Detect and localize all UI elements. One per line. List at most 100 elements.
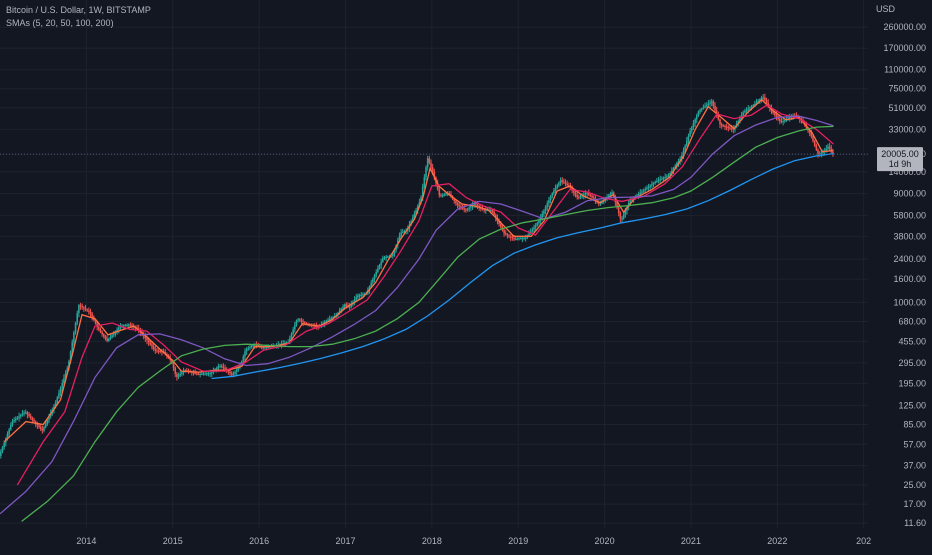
year-tick-label: 2019	[508, 536, 528, 546]
candle-up	[358, 295, 361, 297]
candle-up	[421, 187, 424, 198]
candle-up	[360, 294, 363, 296]
candle-up	[18, 416, 20, 418]
candle-up	[425, 167, 427, 178]
candle-up	[69, 351, 72, 362]
candle-up	[215, 367, 218, 370]
candle-down	[156, 350, 158, 352]
candle-up	[755, 102, 758, 105]
candle-down	[779, 119, 781, 122]
candle-down	[715, 110, 718, 116]
candle-down	[436, 183, 439, 190]
candle-up	[383, 256, 386, 259]
candle-down	[149, 342, 152, 345]
candle-down	[506, 234, 509, 236]
candle-down	[576, 195, 578, 198]
year-tick-label: 2017	[335, 536, 355, 546]
candle-down	[227, 370, 230, 372]
candle-down	[563, 181, 565, 183]
price-tick-label: 2400.00	[893, 254, 926, 264]
candle-down	[574, 192, 577, 196]
sma-line-2[interactable]	[16, 104, 834, 486]
candle-up	[762, 97, 764, 99]
candle-up	[398, 236, 401, 241]
candle-down	[589, 194, 592, 197]
candle-up	[536, 222, 539, 226]
candle-up	[78, 305, 80, 314]
sma-line-4[interactable]	[21, 125, 834, 522]
candle-down	[229, 371, 231, 374]
candle-up	[44, 423, 47, 428]
candle-up	[126, 324, 128, 326]
candle-up	[485, 209, 487, 211]
candle-up	[694, 119, 696, 124]
sma-line-3[interactable]	[0, 115, 834, 515]
candle-down	[450, 193, 452, 197]
candle-up	[1, 447, 4, 452]
price-tick-label: 455.00	[898, 336, 926, 346]
candle-down	[513, 238, 515, 240]
candle-down	[561, 180, 564, 182]
price-tick-label: 57.00	[903, 439, 926, 449]
candle-up	[19, 415, 22, 417]
candle-up	[744, 110, 746, 113]
indicator-label[interactable]: SMAs (5, 20, 50, 100, 200)	[6, 18, 114, 28]
price-axis-bg	[868, 0, 932, 550]
candle-up	[21, 413, 24, 416]
candle-up	[423, 177, 426, 188]
sma-line-5[interactable]	[211, 152, 834, 380]
candle-up	[514, 238, 517, 240]
sma-line-1[interactable]	[3, 98, 834, 443]
candle-up	[111, 335, 113, 338]
year-tick-label: 2020	[595, 536, 615, 546]
candle-down	[478, 205, 480, 208]
candle-up	[521, 238, 524, 240]
candle-up	[523, 237, 525, 239]
candle-down	[103, 334, 105, 337]
candle-up	[586, 193, 588, 195]
candle-down	[257, 345, 260, 347]
candle-up	[353, 299, 356, 303]
candle-up	[74, 322, 77, 333]
candle-up	[664, 177, 667, 179]
price-axis[interactable]: USD 11.60 17.00 25.00 37.00 57.00 85.00 125.00 1…	[868, 0, 932, 550]
candle-down	[83, 307, 85, 309]
candle-up	[441, 195, 444, 197]
candle-up	[528, 233, 530, 236]
candle-up	[639, 192, 642, 194]
candle-up	[760, 97, 763, 100]
candle-up	[6, 433, 9, 439]
candle-up	[11, 421, 14, 426]
candle-up	[646, 187, 648, 190]
candle-up	[204, 373, 206, 375]
year-tick-label: 2016	[249, 536, 269, 546]
candle-up	[749, 107, 751, 109]
symbol-title[interactable]: Bitcoin / U.S. Dollar, 1W, BITSTAMP	[6, 5, 151, 15]
candle-down	[775, 115, 778, 118]
candle-up	[674, 165, 676, 169]
time-axis[interactable]: 2014 2015 2016 2017 2018 2019 2020 2021 2022 202	[0, 528, 871, 550]
candle-up	[372, 279, 374, 283]
candle-up	[411, 217, 414, 222]
candle-down	[305, 323, 308, 325]
candle-up	[553, 190, 555, 194]
candle-up	[24, 412, 27, 414]
year-tick-label: 2015	[163, 536, 183, 546]
candle-up	[820, 152, 823, 154]
candle-up	[116, 329, 118, 332]
candle-up	[677, 161, 680, 164]
candle-up	[48, 416, 50, 421]
candle-up	[401, 231, 404, 233]
candle-down	[26, 412, 29, 415]
candle-up	[392, 254, 394, 257]
candle-up	[348, 306, 351, 308]
candle-up	[56, 397, 59, 403]
candle-up	[285, 342, 288, 344]
candle-down	[508, 235, 510, 237]
candle-down	[832, 151, 834, 155]
candle-up	[207, 373, 210, 375]
candle-up	[387, 256, 389, 258]
